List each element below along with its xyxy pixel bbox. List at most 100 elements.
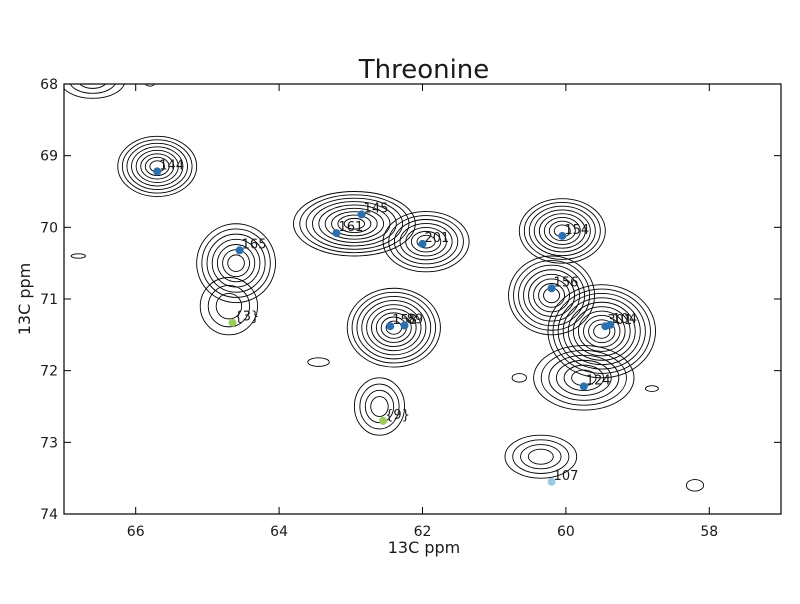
contour-ring-5-5 bbox=[371, 308, 417, 348]
peak-point-158 bbox=[386, 322, 395, 331]
contour-ring-5-0 bbox=[346, 287, 441, 368]
contour-ring-6-2 bbox=[364, 389, 395, 424]
x-tick-label: 58 bbox=[700, 524, 718, 540]
peak-label-145: 145 bbox=[364, 201, 389, 216]
contour-ring-4-3 bbox=[399, 222, 453, 261]
contour-ring-9-6 bbox=[577, 310, 626, 352]
contour-ring-8-1 bbox=[513, 260, 591, 331]
contour-ring-16-0 bbox=[307, 357, 330, 367]
contour-ring-2-1 bbox=[207, 285, 251, 328]
contour-ring-5-1 bbox=[351, 291, 437, 364]
contour-ring-2-2 bbox=[215, 292, 243, 320]
contour-ring-8-0 bbox=[508, 255, 596, 336]
tick-layer: 66 64 62 60 58 68 69 70 71 72 73 74 bbox=[40, 77, 781, 540]
contour-ring-9-8 bbox=[588, 319, 616, 344]
contour-ring-4-1 bbox=[388, 215, 464, 269]
contour-ring-9-0 bbox=[547, 284, 656, 379]
peak-point-165 bbox=[235, 246, 244, 255]
contour-ring-7-2 bbox=[528, 205, 596, 257]
peak-label-161: 161 bbox=[338, 220, 363, 235]
contour-ring-13-0 bbox=[511, 373, 527, 383]
contour-ring-5-2 bbox=[356, 296, 432, 360]
y-tick-label: 68 bbox=[40, 77, 58, 93]
contour-ring-4-4 bbox=[405, 226, 447, 257]
contour-ring-1-0 bbox=[196, 223, 276, 304]
contour-ring-0-4 bbox=[135, 149, 179, 183]
contour-ring-14-0 bbox=[645, 385, 659, 392]
contour-ring-7-3 bbox=[533, 209, 591, 253]
contour-ring-3-3 bbox=[312, 201, 397, 247]
peak-point-107 bbox=[547, 477, 556, 486]
peak-label-158: 158 bbox=[392, 313, 417, 328]
contour-ring-4-5 bbox=[410, 230, 442, 253]
peak-label-165: 165 bbox=[242, 237, 267, 252]
peak-label-201: 201 bbox=[425, 231, 450, 246]
x-tick-label: 60 bbox=[557, 524, 575, 540]
contour-ring-3-0 bbox=[292, 191, 416, 257]
contour-ring-3-6 bbox=[331, 211, 378, 237]
peak-label-89: 89 bbox=[407, 313, 424, 328]
peak-point-124 bbox=[579, 382, 588, 391]
y-tick-label: 69 bbox=[40, 149, 58, 165]
contour-ring-8-2 bbox=[518, 264, 586, 327]
contour-ring-11-0 bbox=[504, 434, 578, 479]
contour-ring-1-1 bbox=[201, 228, 271, 298]
y-tick-label: 70 bbox=[40, 220, 58, 236]
contour-ring-15-0 bbox=[685, 479, 705, 492]
contour-ring-8-6 bbox=[538, 283, 566, 308]
contour-ring-4-2 bbox=[393, 219, 459, 265]
contour-ring-9-4 bbox=[567, 301, 636, 361]
contour-ring-7-1 bbox=[523, 201, 601, 260]
contour-ring-10-4 bbox=[563, 364, 605, 391]
plot-frame bbox=[63, 83, 782, 515]
contour-ring-10-0 bbox=[533, 345, 635, 411]
peak-point-{9} bbox=[379, 416, 388, 425]
x-axis-label: 13C ppm bbox=[388, 538, 461, 557]
contour-ring-5-4 bbox=[366, 304, 422, 352]
peak-point-201 bbox=[418, 239, 427, 248]
contour-ring-6-1 bbox=[359, 383, 400, 430]
x-tick-label: 66 bbox=[127, 524, 145, 540]
peak-label-144: 144 bbox=[159, 158, 184, 173]
contour-ring-9-1 bbox=[552, 288, 651, 374]
y-tick-label: 74 bbox=[40, 507, 58, 523]
contour-ring-9-5 bbox=[572, 306, 631, 357]
peak-point-89 bbox=[400, 321, 409, 330]
contour-ring-0-2 bbox=[126, 142, 188, 190]
contour-ring-2-0 bbox=[199, 277, 259, 336]
contour-ring-17-0 bbox=[145, 84, 155, 87]
contour-ring-0-0 bbox=[117, 135, 198, 197]
contour-ring-9-3 bbox=[562, 297, 641, 366]
contour-ring-9-7 bbox=[583, 314, 621, 348]
contour-ring-4-6 bbox=[416, 234, 436, 249]
contour-ring-11-3 bbox=[527, 448, 554, 465]
x-tick-label: 64 bbox=[270, 524, 288, 540]
chart-title: Threonine bbox=[358, 55, 490, 85]
contour-ring-0-1 bbox=[121, 139, 193, 194]
contour-ring-18-0 bbox=[70, 253, 86, 259]
y-axis-label: 13C ppm bbox=[15, 263, 34, 336]
contour-ring-3-5 bbox=[324, 207, 385, 240]
y-tick-label: 72 bbox=[40, 364, 58, 380]
peak-label-104: 104 bbox=[612, 312, 637, 327]
contour-ring-0-3 bbox=[131, 146, 184, 187]
contour-ring-9-2 bbox=[557, 293, 646, 370]
contour-ring-3-2 bbox=[305, 197, 404, 250]
contour-ring-10-1 bbox=[540, 350, 627, 406]
contour-ring-0-6 bbox=[144, 156, 170, 176]
contour-ring-7-5 bbox=[543, 216, 581, 245]
peak-label-107: 107 bbox=[554, 469, 579, 484]
peak-label-{9}: {9} bbox=[385, 408, 410, 423]
contour-ring-10-2 bbox=[548, 354, 620, 401]
y-tick-label: 71 bbox=[40, 292, 58, 308]
contour-ring-9-9 bbox=[593, 323, 611, 339]
contour-ring-10-3 bbox=[555, 359, 612, 396]
peak-label-156: 156 bbox=[554, 275, 579, 290]
contour-ring-0-5 bbox=[140, 153, 175, 180]
contour-ring-1-2 bbox=[206, 233, 266, 293]
contour-ring-12-2 bbox=[79, 84, 107, 89]
contour-layer bbox=[64, 84, 705, 492]
